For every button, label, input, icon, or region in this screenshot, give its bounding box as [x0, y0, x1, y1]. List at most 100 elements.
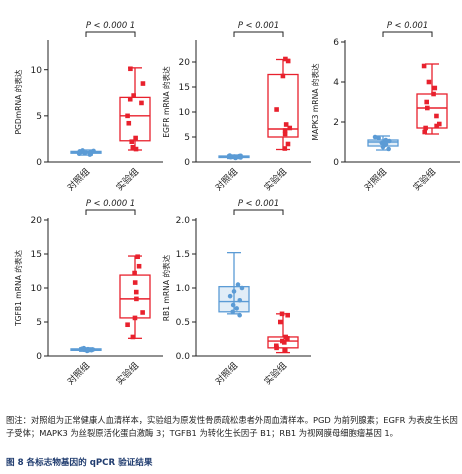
data-point — [422, 129, 427, 135]
data-point — [132, 280, 138, 285]
significance-label: P < 0.001 — [387, 20, 428, 30]
data-point — [140, 310, 145, 315]
data-point — [231, 289, 237, 294]
x-category-label: 实验组 — [114, 166, 142, 194]
data-point — [436, 121, 442, 127]
data-point — [285, 141, 291, 147]
figure-panels: 0 5 10 PGDmRNA 的表达 对照组 实验组 P < 0.000 1 0 5 10 15 20… — [13, 20, 460, 387]
y-tick-label: 15 — [31, 250, 42, 260]
data-point — [230, 309, 236, 315]
data-point — [135, 254, 140, 260]
data-point — [431, 91, 436, 97]
data-point — [85, 346, 91, 352]
box-iqr — [416, 93, 448, 129]
y-axis-label: TGFB1 mRNA 的表达 — [13, 250, 23, 327]
data-point — [283, 122, 289, 127]
x-category-label: 实验组 — [262, 166, 290, 194]
x-category-label: 实验组 — [411, 166, 439, 194]
data-point — [132, 270, 137, 276]
y-tick-label: 0.0 — [176, 352, 191, 362]
data-point — [424, 99, 429, 105]
data-point — [133, 146, 139, 152]
significance-label: P < 0.001 — [238, 20, 279, 30]
data-point — [232, 154, 237, 159]
y-tick-label: 10 — [31, 284, 43, 294]
data-point — [91, 148, 96, 154]
box-group-experiment — [119, 66, 151, 152]
data-point — [227, 293, 233, 299]
data-point — [376, 135, 381, 141]
significance-label: P < 0.001 — [238, 198, 279, 208]
box-group-experiment — [119, 254, 151, 340]
data-point — [237, 312, 242, 318]
x-category-label: 对照组 — [362, 166, 390, 194]
y-axis-label: MAPK3 mRNA 的表达 — [310, 63, 320, 141]
y-tick-label: 5 — [36, 318, 42, 328]
data-point — [131, 93, 136, 98]
x-category-label: 对照组 — [65, 360, 93, 388]
significance-bracket — [85, 209, 136, 215]
box-group-experiment — [267, 56, 299, 151]
y-tick-label: 15 — [179, 83, 190, 93]
data-point — [273, 343, 279, 349]
data-point — [133, 289, 139, 295]
box-iqr — [119, 96, 151, 142]
data-point — [89, 347, 95, 353]
data-point — [134, 296, 139, 302]
y-tick-label: 10 — [179, 108, 191, 118]
data-point — [130, 144, 136, 150]
data-point — [237, 153, 242, 159]
x-category-label: 实验组 — [114, 360, 142, 388]
data-point — [139, 100, 144, 106]
data-point — [434, 113, 439, 119]
figure-title: 图 8 各标志物基因的 qPCR 验证结果 — [6, 458, 153, 468]
x-category-label: 对照组 — [213, 166, 241, 194]
significance-label: P < 0.000 1 — [86, 20, 135, 30]
significance-bracket — [85, 31, 136, 37]
figure-note: 图注：对照组为正常健康人血清样本，实验组为原发性骨质疏松患者外周血清样本。PGD… — [6, 415, 458, 438]
data-point — [372, 134, 378, 140]
data-point — [237, 297, 243, 303]
significance-bracket — [233, 31, 284, 37]
box-iqr — [267, 73, 299, 138]
box-group-control — [218, 153, 250, 161]
y-tick-label: 20 — [31, 216, 43, 226]
x-category-label: 对照组 — [65, 166, 93, 194]
data-point — [434, 123, 439, 129]
data-point — [133, 135, 138, 141]
data-point — [80, 148, 85, 153]
data-point — [235, 282, 241, 287]
data-point — [283, 56, 288, 62]
data-point — [282, 131, 288, 137]
data-point — [280, 338, 285, 344]
data-point — [282, 146, 288, 151]
data-point — [140, 81, 146, 86]
data-point — [285, 312, 290, 318]
y-axis-label: RB1 mRNA 的表达 — [161, 254, 171, 321]
data-point — [285, 58, 291, 64]
y-tick-label: 0 — [36, 158, 42, 168]
data-point — [426, 79, 432, 85]
data-point — [130, 334, 136, 340]
y-axis-label: PGDmRNA 的表达 — [13, 69, 23, 134]
data-point — [386, 146, 391, 152]
data-point — [383, 137, 389, 143]
data-point — [282, 348, 288, 353]
data-point — [282, 128, 288, 133]
data-point — [128, 66, 133, 72]
y-tick-label: 5 — [184, 133, 190, 143]
box-group-control — [218, 251, 250, 318]
y-tick-label: 0.5 — [176, 318, 190, 328]
data-point — [125, 113, 130, 119]
data-point — [88, 151, 93, 157]
data-point — [234, 306, 239, 311]
data-point — [383, 141, 389, 147]
data-point — [280, 73, 286, 79]
data-point — [287, 125, 293, 131]
y-tick-label: 4 — [333, 78, 339, 88]
data-point — [274, 107, 279, 112]
